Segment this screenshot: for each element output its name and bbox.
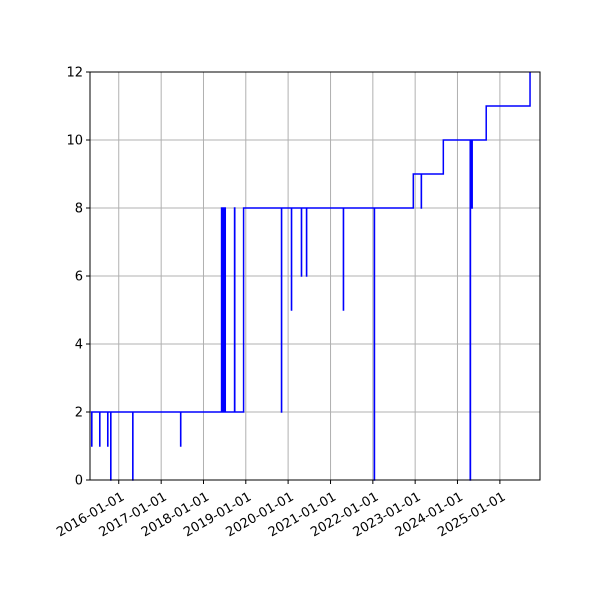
- y-tick-label: 8: [75, 202, 83, 217]
- y-tick-label: 0: [75, 474, 83, 489]
- plot-area: [90, 72, 531, 481]
- y-tick-label: 4: [75, 338, 83, 353]
- y-axis: 0 2 4 6 8 10 12: [66, 66, 90, 489]
- series-line: [90, 72, 531, 481]
- y-tick-label: 6: [75, 270, 83, 285]
- y-tick-label: 2: [75, 406, 83, 421]
- y-tick-label: 10: [66, 134, 83, 149]
- y-tick-label: 12: [66, 66, 83, 81]
